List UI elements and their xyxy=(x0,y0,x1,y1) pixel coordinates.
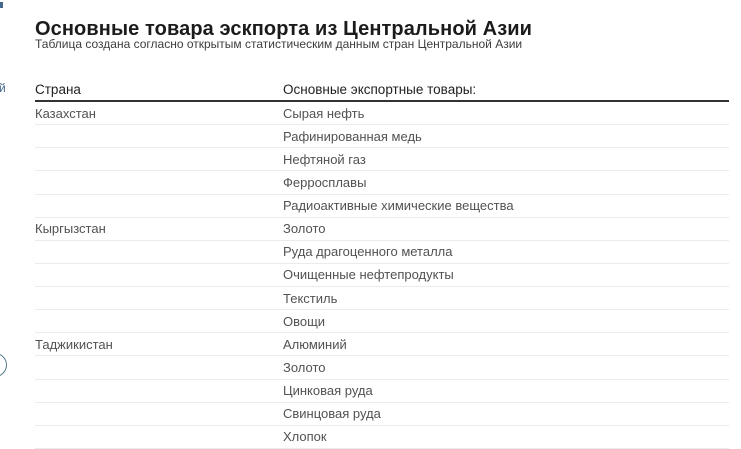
table-row: Овощи xyxy=(35,310,729,334)
table-row: Рафинированная медь xyxy=(35,125,729,149)
good-cell: Овощи xyxy=(283,313,326,329)
good-cell: Свинцовая руда xyxy=(283,406,381,422)
table-body: Казахстан Сырая нефть Рафинированная медь Н… xyxy=(35,102,729,449)
good-cell: Текстиль xyxy=(283,290,338,306)
column-header-country: Страна xyxy=(35,82,81,97)
good-cell: Хлопок xyxy=(283,429,327,445)
table-row: Таджикистан Алюминий xyxy=(35,333,729,357)
good-cell: Сырая нефть xyxy=(283,105,365,121)
column-header-goods: Основные экспортные товары: xyxy=(283,82,477,97)
table-row: Нефтяной газ xyxy=(35,148,729,172)
table-row: Ферросплавы xyxy=(35,171,729,195)
good-cell: Нефтяной газ xyxy=(283,151,366,167)
table-row: Цинковая руда xyxy=(35,380,729,403)
good-cell: Золото xyxy=(283,359,326,375)
table-row: Казахстан Сырая нефть xyxy=(35,102,729,126)
clipped-text-fragment-top xyxy=(0,2,3,8)
good-cell: Рафинированная медь xyxy=(283,128,422,144)
table-row: Хлопок xyxy=(35,426,729,449)
good-cell: Алюминий xyxy=(283,336,347,352)
good-cell: Очищенные нефтепродукты xyxy=(283,267,454,283)
table-row: Золото xyxy=(35,356,729,380)
clipped-circle-button-edge[interactable] xyxy=(0,353,7,377)
page-title: Основные товара эскпорта из Центральной … xyxy=(35,18,533,41)
good-cell: Золото xyxy=(283,221,326,237)
country-cell: Казахстан xyxy=(35,105,96,121)
good-cell: Руда драгоценного металла xyxy=(283,244,453,260)
country-cell: Кыргызстан xyxy=(35,221,106,237)
table-row: Свинцовая руда xyxy=(35,403,729,426)
table-row: Радиоактивные химические вещества xyxy=(35,195,729,218)
table-row: Очищенные нефтепродукты xyxy=(35,264,729,287)
table-header-row: Страна Основные экспортные товары: xyxy=(35,79,729,102)
good-cell: Ферросплавы xyxy=(283,174,367,190)
table-row: Кыргызстан Золото xyxy=(35,218,729,241)
export-goods-table: Страна Основные экспортные товары: Казах… xyxy=(35,79,729,449)
good-cell: Цинковая руда xyxy=(283,383,373,399)
page-subtitle: Таблица создана согласно открытым статис… xyxy=(35,37,523,51)
table-row: Текстиль xyxy=(35,287,729,311)
good-cell: Радиоактивные химические вещества xyxy=(283,198,514,214)
table-row: Руда драгоценного металла xyxy=(35,241,729,264)
country-cell: Таджикистан xyxy=(35,336,113,352)
clipped-link-fragment: й xyxy=(0,81,6,95)
